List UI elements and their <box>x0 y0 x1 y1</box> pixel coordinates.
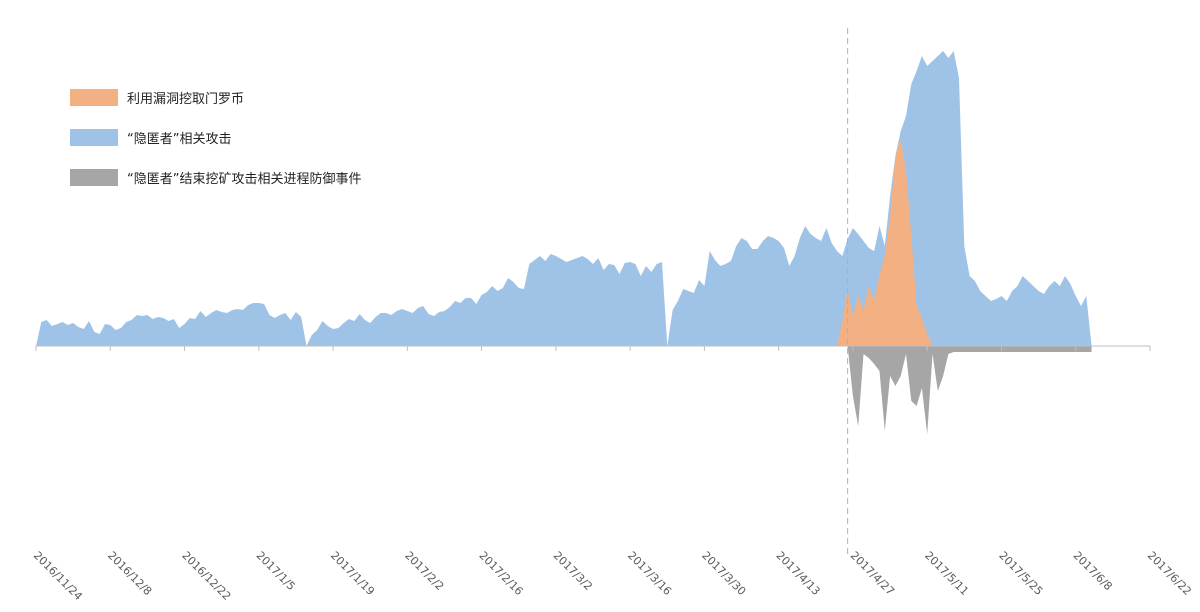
legend-item-defense-events: “隐匿者”结束挖矿攻击相关进程防御事件 <box>70 168 362 187</box>
legend-swatch-defense-events <box>70 168 118 186</box>
x-tick-label: 2017/1/5 <box>254 549 298 593</box>
x-tick-label: 2017/1/19 <box>328 549 377 598</box>
legend-item-hider-attacks: “隐匿者”相关攻击 <box>70 128 361 147</box>
x-tick-label: 2017/3/30 <box>699 549 748 598</box>
x-tick-label: 2017/4/13 <box>774 549 823 598</box>
legend-item-monero: 利用漏洞挖取门罗币 <box>70 88 361 107</box>
x-tick-label: 2016/12/22 <box>179 549 233 603</box>
series-areas <box>36 51 1092 434</box>
x-tick-label: 2017/5/11 <box>922 549 971 598</box>
x-tick-label: 2017/6/8 <box>1071 549 1115 593</box>
x-tick-labels: 2016/11/24 2016/12/8 2016/12/22 2017/1/5 201… <box>31 549 1194 603</box>
area-series-0 <box>837 139 933 346</box>
legend-label-hider-attacks: “隐匿者”相关攻击 <box>127 131 232 147</box>
x-tick-label: 2017/2/16 <box>476 549 525 598</box>
legend-swatch-hider-attacks <box>70 128 118 146</box>
area-series-2 <box>847 346 1092 434</box>
legend: 利用漏洞挖取门罗币 “隐匿者”相关攻击 “隐匿者”结束挖矿攻击相关进程防御事件 <box>70 88 361 208</box>
area-series-1 <box>36 51 1092 346</box>
x-tick-label: 2017/3/2 <box>551 549 595 593</box>
legend-label-defense-events: “隐匿者”结束挖矿攻击相关进程防御事件 <box>127 171 362 187</box>
x-tick-label: 2017/2/2 <box>402 549 446 593</box>
x-tick-label: 2017/6/22 <box>1145 549 1194 598</box>
x-tick-label: 2016/11/24 <box>31 549 85 603</box>
x-tick-label: 2017/4/27 <box>848 549 897 598</box>
x-axis <box>35 28 1151 555</box>
x-tick-label: 2017/3/16 <box>625 549 674 598</box>
x-tick-label: 2017/5/25 <box>996 549 1045 598</box>
legend-swatch-monero <box>70 88 118 106</box>
legend-label-monero: 利用漏洞挖取门罗币 <box>127 91 245 107</box>
x-tick-label: 2016/12/8 <box>105 549 154 598</box>
